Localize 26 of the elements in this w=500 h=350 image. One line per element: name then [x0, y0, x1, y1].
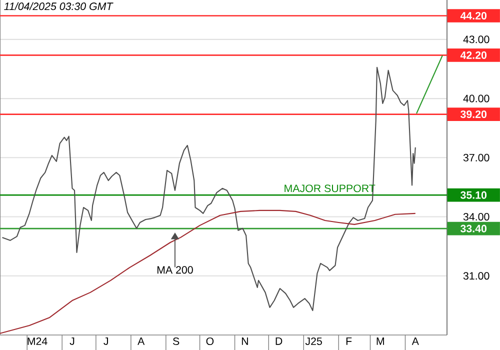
x-tick-label: J [70, 337, 74, 345]
annotation: MA 200 [157, 266, 193, 274]
x-tick-label: A [412, 337, 419, 345]
x-tick-label: J [104, 337, 108, 345]
x-tick-label: S [173, 337, 180, 346]
y-tick-label: 43.00 [463, 36, 490, 44]
ref-line-label: 39.20 [460, 110, 487, 118]
y-tick-label: 37.00 [463, 154, 490, 162]
x-tick-label: J25 [305, 337, 322, 346]
x-tick-label: N [242, 337, 248, 345]
line-series [0, 210, 416, 334]
ref-line-label: 35.10 [460, 191, 487, 199]
y-tick-label: 34.00 [463, 212, 490, 221]
x-tick-label: F [346, 337, 352, 345]
annotation: 11/04/2025 03:30 GMT [4, 2, 114, 10]
x-tick-label: M [376, 337, 384, 345]
ref-line-label: 44.20 [460, 12, 487, 20]
x-tick-label: D [276, 337, 282, 345]
ref-line-label: 42.20 [460, 51, 487, 59]
line-series [2, 66, 416, 312]
x-tick-label: O [206, 337, 214, 346]
x-tick-label: M24 [28, 337, 48, 345]
y-tick-label: 40.00 [463, 94, 490, 102]
y-tick-label: 31.00 [463, 272, 490, 280]
ref-line-label: 33.40 [460, 224, 487, 232]
x-tick-label: A [138, 337, 145, 345]
